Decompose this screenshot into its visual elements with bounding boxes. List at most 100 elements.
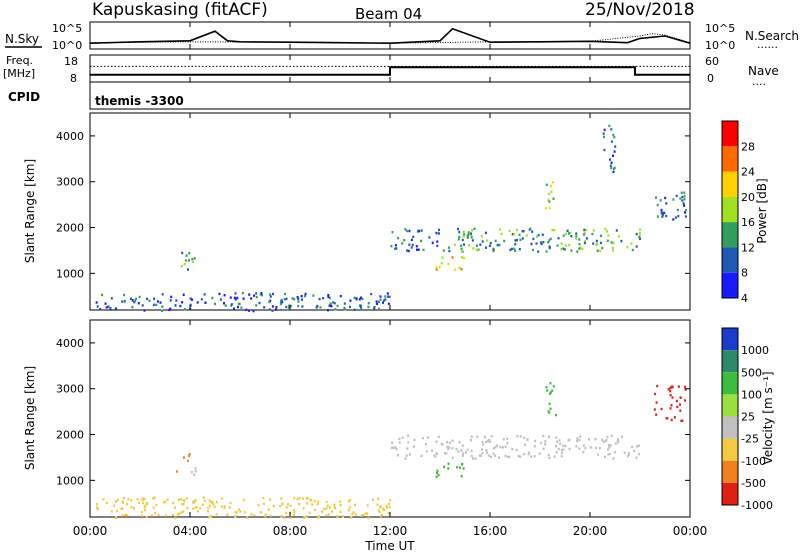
data-cell bbox=[610, 161, 613, 164]
data-cell bbox=[174, 304, 177, 307]
data-cell bbox=[264, 513, 267, 516]
data-cell bbox=[498, 243, 501, 247]
data-cell bbox=[447, 262, 450, 266]
data-cell bbox=[352, 511, 355, 514]
data-cell bbox=[382, 301, 384, 304]
data-cell bbox=[679, 396, 682, 399]
data-cell bbox=[333, 503, 336, 507]
data-cell bbox=[532, 237, 535, 241]
data-cell bbox=[379, 505, 381, 509]
data-cell bbox=[431, 241, 434, 245]
data-cell bbox=[360, 308, 363, 311]
data-cell bbox=[181, 503, 184, 506]
data-cell bbox=[165, 514, 168, 517]
data-cell bbox=[582, 450, 585, 454]
data-cell bbox=[636, 445, 638, 448]
data-cell bbox=[148, 299, 151, 302]
data-cell bbox=[510, 247, 513, 251]
power-panel-frame bbox=[89, 112, 691, 311]
data-cell bbox=[633, 449, 635, 453]
data-cell bbox=[610, 434, 613, 437]
data-cell bbox=[161, 305, 164, 308]
data-cell bbox=[142, 497, 144, 500]
data-cell bbox=[313, 508, 316, 512]
data-cell bbox=[140, 511, 143, 514]
data-cell bbox=[578, 247, 581, 250]
colorbar-tick-label: 4 bbox=[741, 292, 748, 305]
data-cell bbox=[581, 247, 584, 251]
data-cell bbox=[639, 228, 642, 231]
data-cell bbox=[143, 497, 146, 501]
data-cell bbox=[107, 305, 110, 308]
data-cell bbox=[462, 230, 465, 233]
data-cell bbox=[655, 413, 658, 416]
data-cell bbox=[492, 447, 495, 450]
data-cell bbox=[191, 260, 194, 264]
data-cell bbox=[289, 516, 292, 519]
data-cell bbox=[576, 437, 579, 440]
data-cell bbox=[121, 500, 124, 503]
velocity-panel: 1000 2000 3000 4000 Slant Range [km] 1000 50… bbox=[23, 319, 775, 520]
data-cell bbox=[674, 216, 677, 219]
data-cell bbox=[460, 268, 463, 271]
data-cell bbox=[280, 497, 283, 500]
data-cell bbox=[123, 496, 125, 500]
data-cell bbox=[226, 513, 229, 516]
data-cell bbox=[413, 438, 416, 442]
data-cell bbox=[599, 241, 602, 245]
data-cell bbox=[664, 196, 667, 200]
data-cell bbox=[360, 514, 363, 517]
data-cell bbox=[612, 154, 614, 157]
data-cell bbox=[390, 244, 393, 248]
colorbar-tick-label: 20 bbox=[741, 191, 755, 204]
data-cell bbox=[447, 246, 450, 249]
data-cell bbox=[143, 508, 146, 512]
data-cell bbox=[515, 228, 518, 232]
data-cell bbox=[306, 496, 309, 500]
data-cell bbox=[366, 504, 369, 507]
data-cell bbox=[630, 242, 633, 245]
data-cell bbox=[503, 239, 506, 243]
freq-left-tick-top: 18 bbox=[64, 55, 78, 68]
x-tick-label: 00:00 bbox=[673, 524, 708, 538]
data-cell bbox=[240, 306, 243, 309]
data-cell bbox=[608, 124, 611, 128]
data-cell bbox=[182, 456, 185, 459]
data-cell bbox=[670, 404, 673, 407]
data-cell bbox=[435, 231, 438, 235]
data-cell bbox=[392, 446, 395, 449]
data-cell bbox=[281, 502, 284, 505]
data-cell bbox=[327, 309, 329, 312]
data-cell bbox=[354, 503, 356, 507]
data-cell bbox=[509, 248, 512, 252]
data-cell bbox=[238, 508, 240, 511]
data-cell bbox=[152, 506, 155, 509]
data-cell bbox=[555, 413, 557, 417]
data-cell bbox=[516, 435, 519, 438]
data-cell bbox=[635, 232, 638, 236]
data-cell bbox=[373, 307, 376, 310]
power-colorbar: 28 24 20 16 12 8 4 bbox=[721, 120, 755, 305]
data-cell bbox=[436, 469, 439, 472]
data-cell bbox=[606, 230, 609, 233]
data-cell bbox=[462, 452, 464, 455]
data-cell bbox=[638, 444, 640, 447]
data-cell bbox=[395, 247, 398, 250]
data-cell bbox=[684, 385, 687, 389]
data-cell bbox=[666, 417, 669, 420]
data-cell bbox=[617, 441, 620, 444]
colorbar-tick-label: -1000 bbox=[741, 499, 773, 512]
data-cell bbox=[233, 307, 235, 310]
noise-panel: N.Sky 10^5 10^0 10^5 10^0 N.Search .....… bbox=[5, 21, 799, 52]
data-cell bbox=[639, 231, 641, 235]
data-cell bbox=[116, 498, 119, 502]
data-cell bbox=[487, 438, 490, 442]
data-cell bbox=[193, 499, 196, 503]
data-cell bbox=[293, 510, 296, 514]
data-cell bbox=[387, 512, 390, 515]
data-cell bbox=[601, 438, 603, 441]
y-tick-label: 4000 bbox=[56, 337, 84, 350]
data-cell bbox=[270, 514, 273, 517]
data-cell bbox=[485, 239, 488, 242]
data-cell bbox=[126, 503, 129, 506]
